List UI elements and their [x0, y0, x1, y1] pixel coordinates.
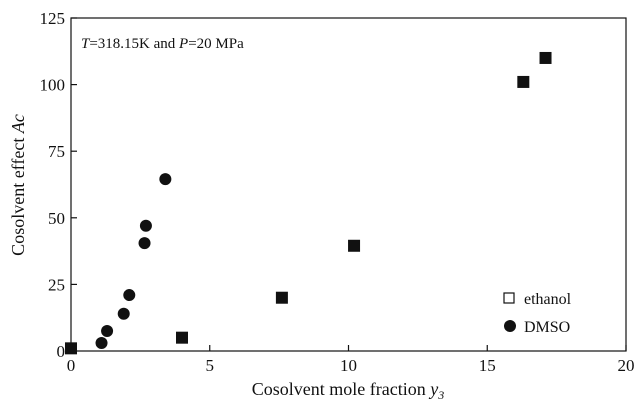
- condition-annotation: T=318.15K and P=20 MPa: [81, 36, 244, 52]
- x-tick-label: 0: [67, 356, 76, 375]
- x-axis: 0 5 10 15 20: [67, 345, 635, 375]
- point-ethanol: [176, 331, 188, 344]
- x-tick-label: 10: [340, 356, 357, 375]
- y-tick-label: 0: [57, 342, 66, 361]
- x-axis-title-text: Cosolvent mole fraction: [252, 379, 426, 399]
- y-tick-label: 125: [40, 9, 66, 28]
- point-ethanol: [517, 75, 530, 88]
- point-dmso: [139, 219, 152, 232]
- x-tick-label: 5: [206, 356, 215, 375]
- x-tick-label: 15: [479, 356, 496, 375]
- legend: ethanol DMSO: [503, 291, 572, 336]
- x-axis-title-sub: 3: [437, 388, 444, 402]
- y-axis-title-var: Ac: [8, 114, 28, 134]
- point-ethanol: [275, 291, 288, 304]
- point-dmso: [95, 337, 108, 350]
- x-axis-title: Cosolvent mole fraction y3: [252, 379, 444, 402]
- point-ethanol: [539, 51, 552, 64]
- x-tick-label: 20: [618, 356, 635, 375]
- point-dmso: [123, 289, 136, 302]
- data-points: [65, 51, 552, 355]
- legend-marker-ethanol: [503, 292, 515, 304]
- point-dmso: [117, 307, 130, 320]
- annotation-t-text: =318.15K and: [89, 36, 179, 52]
- point-ethanol: [65, 342, 77, 355]
- annotation-p-var: P: [178, 36, 188, 52]
- point-dmso: [159, 173, 172, 186]
- legend-marker-dmso: [504, 320, 516, 332]
- annotation-p-text: =20 MPa: [188, 36, 244, 52]
- y-tick-label: 25: [48, 275, 65, 294]
- y-tick-label: 75: [48, 142, 65, 161]
- point-dmso: [101, 325, 114, 338]
- point-dmso: [138, 237, 151, 250]
- point-ethanol: [348, 239, 361, 252]
- y-axis: 0 25 50 75 100 125: [40, 9, 77, 361]
- y-tick-label: 50: [48, 209, 65, 228]
- x-axis-title-var: y: [428, 379, 438, 399]
- annotation-t-var: T: [81, 36, 91, 52]
- y-axis-title-text: Cosolvent effect: [8, 138, 28, 256]
- legend-label-dmso: DMSO: [524, 319, 570, 336]
- y-axis-title: Cosolvent effect Ac: [8, 114, 28, 256]
- y-tick-label: 100: [40, 76, 66, 95]
- legend-label-ethanol: ethanol: [524, 291, 572, 308]
